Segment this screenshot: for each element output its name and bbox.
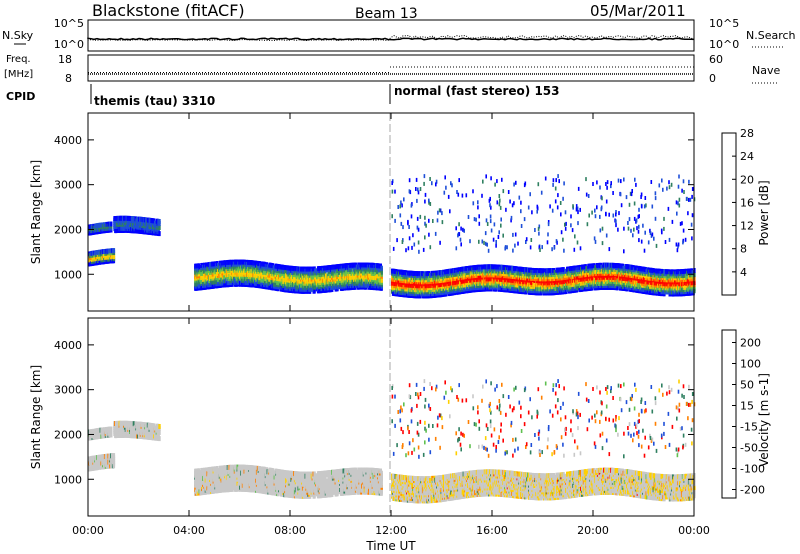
power-cell [257,283,261,289]
cpid-label: CPID [6,90,35,103]
power-cell [255,260,258,266]
power-cell [88,261,91,267]
nsky-tick-top: 10^5 [54,17,84,30]
power-cell [285,273,288,279]
cpid-panel: CPID themis (tau) 3310 normal (fast ster… [6,84,560,108]
freq-label: Freq. [6,54,31,65]
nave-label: Nave [752,64,780,77]
cpid-mode-1: themis (tau) 3310 [94,94,215,108]
freq-tick-bottom: 8 [65,72,72,85]
power-cell [284,269,287,275]
nave-tick-bottom: 0 [709,72,716,85]
power-cell [112,248,116,254]
cpid-mode-2: normal (fast stereo) 153 [394,84,560,98]
radar-title: Blackstone (fitACF) [92,1,245,20]
freq-unit: [MHz] [4,69,33,80]
power-cell [110,221,113,227]
power-cell [293,278,297,284]
beam-title: Beam 13 [355,6,418,22]
power-cell [145,217,148,223]
freq-panel: Freq. [MHz] 18 8 60 0 Nave [4,53,780,85]
nsky-label: N.Sky [2,29,34,42]
power-cell [284,265,287,271]
power-cell [205,262,208,268]
power-cell [380,277,383,283]
nsky-trace [87,37,695,41]
power-scatter [88,174,696,299]
power-cell [319,266,322,271]
nave-tick-top: 60 [709,53,723,66]
nsky-panel: N.Sky 10^5 10^0 10^5 10^0 N.Search [2,17,796,52]
power-cell [132,216,136,222]
freq-tick-top: 18 [58,53,72,66]
nsky-tick-bottom: 10^0 [54,38,84,51]
power-cell [458,267,461,273]
power-cell [158,231,161,237]
nsearch-tick-top: 10^5 [709,17,739,30]
nsearch-label: N.Search [746,29,796,42]
power-cell [380,265,383,271]
power-cell [270,279,274,285]
date-title: 05/Mar/2011 [590,2,686,20]
power-cell [198,265,201,271]
power-cell [158,219,161,224]
freq-frame [87,54,695,82]
nsearch-tick-bottom: 10^0 [709,38,739,51]
nsearch-trace [87,34,694,42]
nsky-frame [87,19,695,52]
power-cell [158,225,161,230]
